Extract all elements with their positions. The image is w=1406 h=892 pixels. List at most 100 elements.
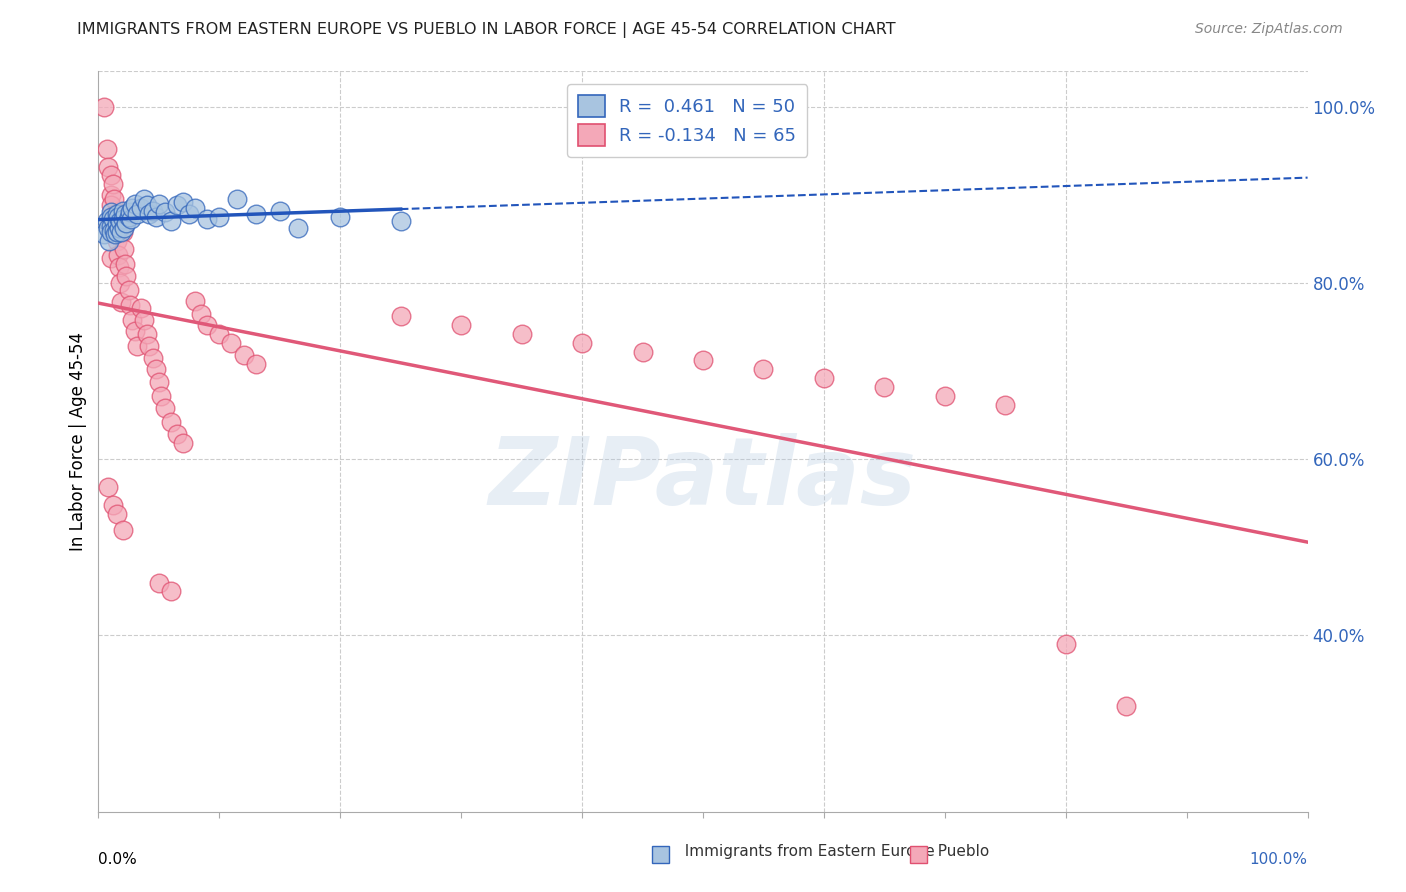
Point	[510, 326, 533, 341]
Point	[105, 219, 128, 233]
Point	[111, 225, 134, 239]
Point	[138, 207, 160, 221]
Point	[107, 210, 129, 224]
Point	[994, 398, 1017, 412]
Point	[100, 205, 122, 219]
Point	[100, 225, 122, 239]
Point	[107, 248, 129, 262]
Point	[692, 353, 714, 368]
Point	[105, 225, 128, 239]
Point	[118, 283, 141, 297]
Point	[934, 389, 956, 403]
Point	[103, 192, 125, 206]
Point	[108, 214, 131, 228]
Point	[195, 318, 218, 333]
Point	[108, 260, 131, 274]
Point	[208, 210, 231, 224]
Point	[221, 335, 243, 350]
Point	[112, 243, 135, 257]
Point	[100, 212, 122, 227]
Point	[124, 196, 146, 211]
Point	[101, 498, 124, 512]
Point	[120, 212, 142, 227]
Point	[108, 276, 131, 290]
Point	[153, 401, 176, 415]
Legend: R =  0.461   N = 50, R = -0.134   N = 65: R = 0.461 N = 50, R = -0.134 N = 65	[567, 84, 807, 157]
Point	[105, 234, 128, 248]
Point	[105, 507, 128, 521]
Point	[752, 362, 775, 376]
Point	[179, 207, 201, 221]
Point	[124, 324, 146, 338]
Point	[226, 192, 249, 206]
Point	[104, 227, 127, 242]
Point	[129, 201, 152, 215]
Point	[97, 221, 120, 235]
Point	[150, 389, 173, 403]
Point	[142, 203, 165, 218]
Point	[135, 326, 157, 341]
Point	[148, 375, 170, 389]
Text: ZIPatlas: ZIPatlas	[489, 433, 917, 524]
Point	[93, 100, 115, 114]
Point	[127, 339, 149, 353]
Point	[160, 584, 183, 599]
Point	[184, 293, 207, 308]
Point	[389, 310, 412, 324]
Point	[108, 221, 131, 235]
Point	[127, 207, 149, 221]
Point	[100, 219, 122, 233]
Text: Source: ZipAtlas.com: Source: ZipAtlas.com	[1195, 22, 1343, 37]
Point	[115, 216, 138, 230]
Point	[166, 427, 188, 442]
Point	[110, 225, 132, 239]
Point	[96, 214, 118, 228]
Point	[100, 169, 122, 183]
Point	[813, 371, 835, 385]
Point	[93, 227, 115, 242]
Point	[97, 160, 120, 174]
Point	[571, 335, 593, 350]
Text: Pueblo: Pueblo	[928, 845, 990, 859]
Point	[160, 415, 183, 429]
Point	[269, 203, 291, 218]
Point	[166, 198, 188, 212]
Point	[287, 221, 309, 235]
Point	[142, 351, 165, 365]
Point	[103, 223, 125, 237]
Point	[195, 212, 218, 227]
Point	[232, 348, 254, 362]
Point	[100, 225, 122, 239]
Point	[1115, 698, 1137, 713]
Point	[118, 298, 141, 312]
Point	[208, 326, 231, 341]
Point	[111, 203, 134, 218]
Text: 0.0%: 0.0%	[98, 853, 138, 867]
Point	[134, 192, 156, 206]
Point	[450, 318, 472, 333]
Point	[121, 201, 143, 215]
Y-axis label: In Labor Force | Age 45-54: In Labor Force | Age 45-54	[69, 332, 87, 551]
Point	[100, 210, 122, 224]
Point	[96, 142, 118, 156]
Point	[114, 256, 136, 270]
Point	[190, 307, 212, 321]
Point	[98, 234, 121, 248]
Text: Immigrants from Eastern Europe: Immigrants from Eastern Europe	[675, 845, 935, 859]
Point	[118, 205, 141, 219]
Point	[134, 313, 156, 327]
Point	[389, 214, 412, 228]
Point	[145, 210, 167, 224]
Point	[114, 207, 136, 221]
Point	[172, 194, 194, 209]
Point	[329, 210, 352, 224]
Point	[153, 205, 176, 219]
Point	[148, 575, 170, 590]
Point	[118, 210, 141, 224]
Point	[115, 268, 138, 283]
Point	[160, 214, 183, 228]
Point	[110, 295, 132, 310]
Point	[245, 207, 267, 221]
Point	[184, 201, 207, 215]
Text: IMMIGRANTS FROM EASTERN EUROPE VS PUEBLO IN LABOR FORCE | AGE 45-54 CORRELATION : IMMIGRANTS FROM EASTERN EUROPE VS PUEBLO…	[77, 22, 896, 38]
